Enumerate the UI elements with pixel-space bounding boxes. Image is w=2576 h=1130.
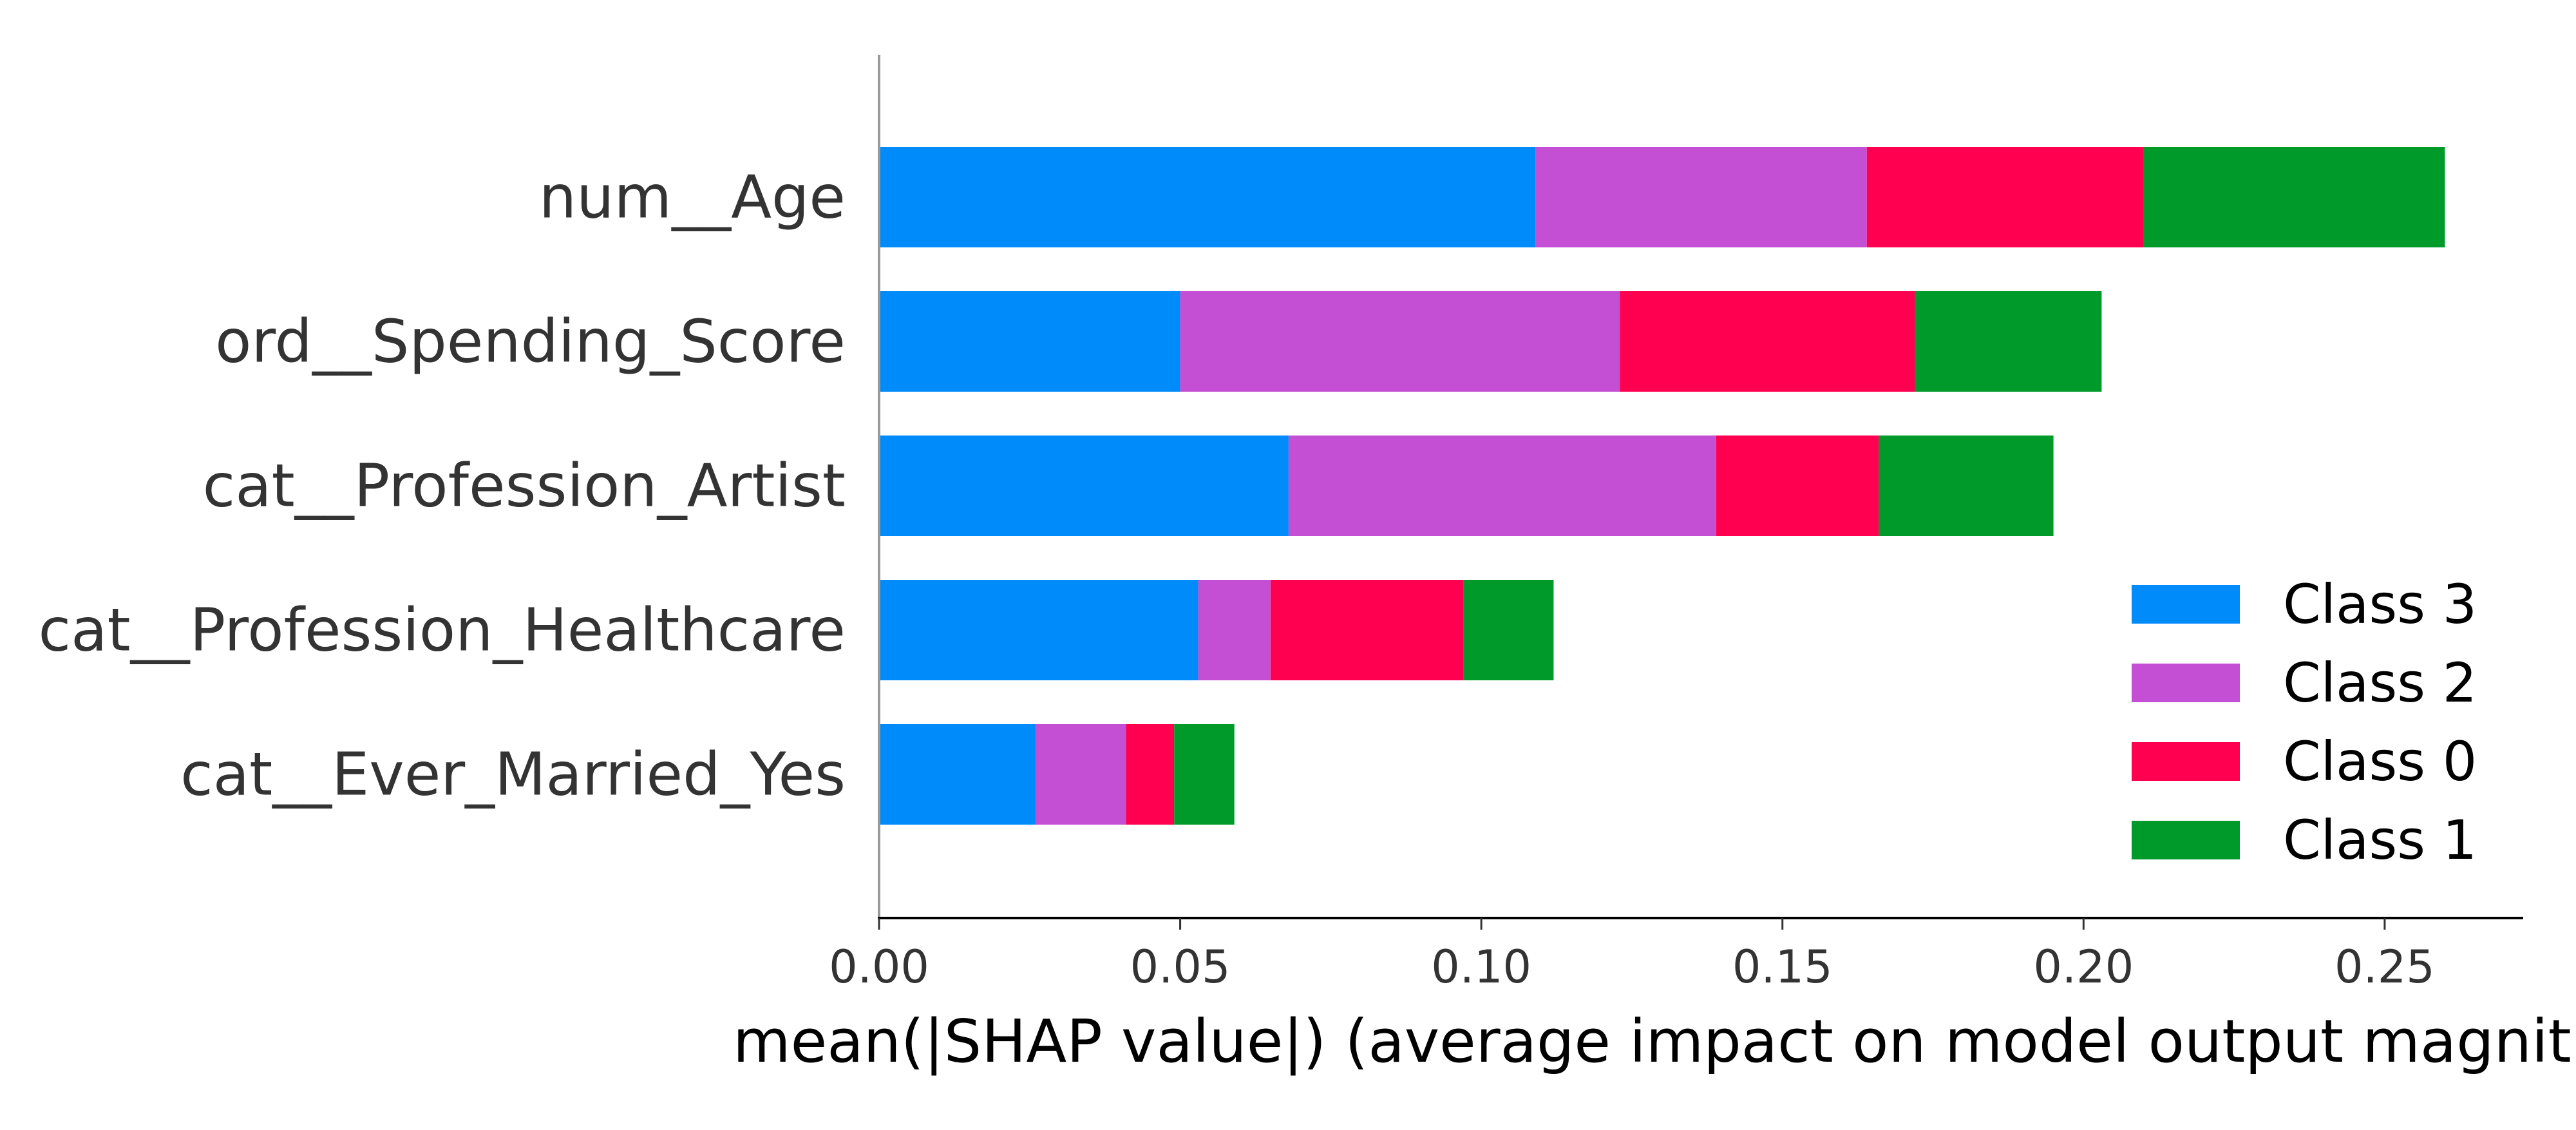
bar-cat-profession-healthcare-class-0 — [1270, 580, 1464, 680]
x-tick-label-0-15: 0.15 — [1732, 941, 1833, 993]
bar-cat-profession-artist-class-1 — [1879, 436, 2054, 536]
category-label-cat-ever-married-yes: cat__Ever_Married_Yes — [180, 740, 846, 809]
bar-num-age-class-1 — [2143, 147, 2445, 247]
bar-ord-spending-score-class-3 — [879, 291, 1180, 392]
bar-ord-spending-score-class-2 — [1180, 291, 1620, 392]
legend-label-class-1: Class 1 — [2283, 809, 2477, 872]
legend-swatch-class-0 — [2132, 742, 2240, 781]
legend-label-class-0: Class 0 — [2283, 730, 2477, 793]
bar-cat-profession-artist-class-0 — [1716, 436, 1879, 536]
bar-num-age-class-0 — [1866, 147, 2144, 247]
bars-layer — [879, 147, 2445, 825]
category-label-cat-profession-artist: cat__Profession_Artist — [203, 452, 846, 521]
bar-cat-ever-married-yes-class-0 — [1126, 724, 1175, 825]
x-tick-label-0-25: 0.25 — [2334, 941, 2435, 993]
bar-ord-spending-score-class-1 — [1915, 291, 2102, 392]
x-tick-label-0-05: 0.05 — [1130, 941, 1231, 993]
bar-cat-profession-artist-class-3 — [879, 436, 1289, 536]
x-tick-label-0-20: 0.20 — [2033, 941, 2134, 993]
legend-swatch-class-2 — [2132, 664, 2240, 702]
bar-cat-ever-married-yes-class-1 — [1174, 724, 1235, 825]
legend-swatch-class-1 — [2132, 821, 2240, 859]
category-label-num-age: num__Age — [539, 163, 846, 232]
legend: Class 3 Class 2 Class 0 Class 1 — [2132, 573, 2477, 872]
category-label-ord-spending-score: ord__Spending_Score — [215, 307, 846, 376]
bar-cat-profession-healthcare-class-1 — [1463, 580, 1554, 680]
legend-swatch-class-3 — [2132, 585, 2240, 624]
bar-cat-ever-married-yes-class-2 — [1036, 724, 1126, 825]
bar-num-age-class-3 — [879, 147, 1536, 247]
x-tick-label-0-00: 0.00 — [829, 941, 929, 993]
bar-cat-profession-healthcare-class-2 — [1198, 580, 1271, 680]
bar-ord-spending-score-class-0 — [1620, 291, 1915, 392]
labels-layer: num__Age ord__Spending_Score cat__Professi… — [39, 163, 846, 809]
bar-cat-profession-artist-class-2 — [1288, 436, 1716, 536]
category-label-cat-profession-healthcare: cat__Profession_Healthcare — [39, 596, 846, 665]
x-axis-label: mean(|SHAP value|) (average impact on mo… — [733, 1007, 2576, 1076]
legend-label-class-3: Class 3 — [2283, 573, 2477, 636]
bar-cat-ever-married-yes-class-3 — [879, 724, 1036, 825]
bar-num-age-class-2 — [1535, 147, 1867, 247]
legend-label-class-2: Class 2 — [2283, 651, 2477, 714]
axes-layer: 0.00 0.05 0.10 0.15 0.20 0.25 — [829, 55, 2523, 993]
x-tick-label-0-10: 0.10 — [1431, 941, 1531, 993]
bar-cat-profession-healthcare-class-3 — [879, 580, 1198, 680]
